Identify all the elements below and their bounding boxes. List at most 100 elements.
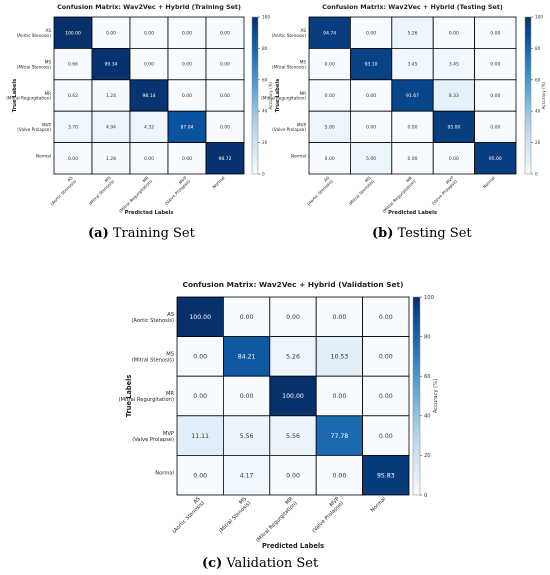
- caption-testing: (b) Testing Set: [372, 226, 472, 241]
- tick-line: Normal: [370, 496, 388, 514]
- tick-line: AS: [66, 175, 74, 183]
- heatmap-cell: [223, 375, 271, 417]
- colorbar-tick-label: 20: [424, 453, 431, 459]
- tick-line: (Mitral Stenosis): [218, 500, 252, 534]
- cell-value: 5.00: [325, 124, 335, 130]
- chart-title: Confusion Matrix: Wav2Vec + Hybrid (Test…: [322, 3, 503, 11]
- colorbar: [412, 296, 421, 496]
- heatmap-cell: [474, 142, 517, 175]
- tick-line: (Aortic Stenosis): [17, 33, 52, 38]
- y-axis-label: True Labels: [125, 375, 133, 418]
- cell-value: 98.14: [143, 93, 156, 99]
- colorbar-tick-label: 0: [424, 493, 427, 499]
- tick-line: AS: [167, 312, 174, 318]
- cell-value: 5.00: [366, 156, 376, 162]
- heatmap-cell: [91, 110, 131, 143]
- colorbar-tick-label: 60: [262, 77, 268, 82]
- tick-line: Normal: [291, 154, 306, 159]
- heatmap-cell: [391, 16, 434, 49]
- cell-value: 0.00: [325, 156, 335, 162]
- colorbar-tick-label: 80: [535, 46, 541, 51]
- x-axis-label: Predicted Labels: [388, 210, 437, 216]
- cell-value: 0.00: [220, 30, 230, 36]
- colorbar-tick-label: 20: [262, 140, 268, 145]
- tick-line: (Mitral Regurgitation): [118, 178, 153, 213]
- heatmap-cell: [223, 415, 271, 456]
- cell-value: 1.28: [106, 156, 116, 162]
- tick-line: AS: [323, 175, 331, 183]
- y-axis-label: True Labels: [12, 79, 18, 112]
- cell-value: 5.26: [286, 354, 300, 361]
- heatmap-cell: [269, 375, 317, 417]
- y-tick-label: Normal: [291, 154, 306, 159]
- tick-line: (Mitral Regurgitation): [119, 397, 174, 403]
- cell-value: 0.00: [220, 124, 230, 130]
- heatmap-cell: [362, 336, 410, 377]
- heatmap-cell: [315, 296, 363, 337]
- colorbar-tick-label: 100: [262, 14, 270, 19]
- cell-value: 0.00: [193, 354, 207, 361]
- tick-line: (Valve Prolapse): [311, 500, 345, 534]
- cell-value: 0.66: [68, 62, 78, 68]
- x-tick-label: MR(Mitral Regurgitation): [251, 496, 299, 544]
- cell-value: 95.83: [377, 472, 395, 479]
- panel-testing: Confusion Matrix: Wav2Vec + Hybrid (Test…: [261, 0, 550, 245]
- cell-value: 11.11: [191, 433, 209, 440]
- heatmap-cell: [129, 110, 169, 143]
- y-tick-label: MVP (Valve Prolapse): [272, 122, 306, 132]
- cell-value: 5.56: [240, 433, 254, 440]
- cell-value: 95.00: [447, 124, 460, 130]
- cell-value: 8.33: [449, 93, 459, 99]
- heatmap-cell: [205, 48, 245, 81]
- cell-value: 0.00: [182, 93, 192, 99]
- panel-validation: Confusion Matrix: Wav2Vec + Hybrid (Vali…: [115, 262, 439, 575]
- tick-line: Normal: [155, 470, 174, 476]
- heatmap-cell: [176, 415, 224, 456]
- cell-value: 77.78: [331, 433, 349, 440]
- heatmap-cell: [167, 79, 207, 112]
- tick-line: MR: [44, 91, 51, 96]
- colorbar-tick-label: 40: [262, 109, 268, 114]
- cell-value: 0.00: [366, 93, 376, 99]
- heatmap-cell: [432, 79, 475, 112]
- confusion-matrix-training: Confusion Matrix: Wav2Vec + Hybrid (Trai…: [6, 3, 273, 216]
- heatmap-cell: [129, 142, 169, 175]
- tick-line: Normal: [211, 175, 225, 189]
- cell-value: 0.00: [379, 433, 393, 440]
- colorbar-tick-label: 40: [535, 109, 541, 114]
- tick-line: AS: [193, 496, 202, 505]
- heatmap-cell: [432, 142, 475, 175]
- y-tick-label: Normal: [155, 470, 174, 476]
- colorbar: [524, 16, 532, 175]
- x-tick-label: MS(Mitral Stenosis): [344, 175, 375, 206]
- heatmap-cell: [474, 110, 517, 143]
- tick-line: MR: [284, 496, 294, 506]
- cell-value: 87.04: [181, 124, 194, 130]
- cell-value: 0.00: [325, 62, 335, 68]
- x-axis-label: Predicted Labels: [125, 210, 174, 216]
- heatmap-cell: [474, 48, 517, 81]
- caption-text: Testing Set: [397, 226, 472, 241]
- caption-text: Validation Set: [226, 556, 319, 571]
- caption-text: Training Set: [112, 226, 195, 241]
- cell-value: 0.00: [407, 156, 417, 162]
- heatmap-cell: [362, 415, 410, 456]
- heatmap-cell: [362, 296, 410, 337]
- y-tick-label: Normal: [36, 154, 51, 159]
- y-tick-label: MR (Mitral Regurgitation): [6, 91, 51, 101]
- cell-value: 99.34: [105, 62, 118, 68]
- colorbar-tick-label: 80: [424, 334, 431, 340]
- heatmap-cell: [223, 296, 271, 337]
- chart-title: Confusion Matrix: Wav2Vec + Hybrid (Trai…: [57, 3, 241, 11]
- y-tick-label: MR (Mitral Regurgitation): [261, 91, 306, 101]
- heatmap-cell: [176, 454, 224, 496]
- cell-value: 0.62: [68, 93, 78, 99]
- tick-line: MS: [45, 59, 52, 64]
- tick-line: MVP: [42, 122, 51, 127]
- y-tick-label: MS (Mitral Stenosis): [132, 352, 174, 364]
- cell-value: 0.00: [490, 93, 500, 99]
- cell-value: 0.00: [144, 62, 154, 68]
- tick-line: (Valve Prolapse): [132, 437, 174, 443]
- cell-value: 0.00: [379, 393, 393, 400]
- tick-line: MS: [238, 496, 248, 506]
